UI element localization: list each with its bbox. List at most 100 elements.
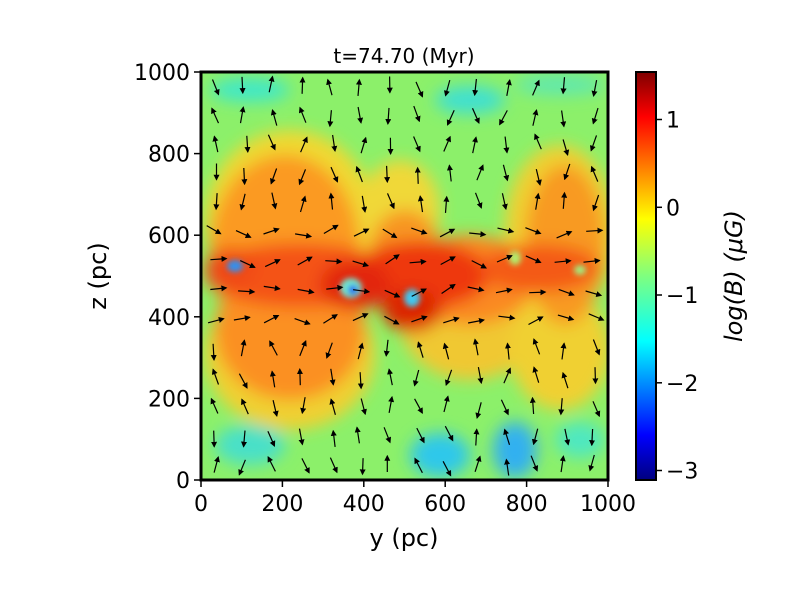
- field-arrow: [411, 227, 428, 235]
- colorbar: 1 0 −1 −2 −3 log(B) (μG): [635, 71, 748, 485]
- field-arrow: [585, 290, 603, 297]
- field-arrow: [354, 426, 361, 444]
- field-arrow: [330, 166, 339, 183]
- field-arrow: [329, 457, 338, 474]
- field-arrow: [327, 110, 334, 128]
- field-arrow: [239, 193, 246, 211]
- field-arrow: [357, 106, 364, 124]
- field-arrow: [502, 164, 510, 182]
- field-arrow: [560, 110, 567, 128]
- field-arrow: [357, 342, 364, 360]
- field-arrow: [475, 402, 482, 419]
- field-arrows: [206, 75, 605, 477]
- field-arrow: [210, 285, 228, 292]
- field-arrow: [263, 285, 281, 292]
- field-arrow: [562, 139, 570, 156]
- field-arrow: [359, 458, 366, 476]
- field-arrow: [443, 195, 450, 213]
- field-arrow: [477, 366, 484, 385]
- field-arrow: [233, 315, 251, 322]
- field-arrow: [244, 135, 251, 153]
- field-arrow: [564, 428, 571, 446]
- field-arrow: [353, 288, 371, 295]
- y-tick-label: 400: [148, 306, 190, 331]
- field-arrow: [355, 165, 363, 183]
- field-arrow: [414, 166, 421, 184]
- field-arrow: [294, 318, 311, 326]
- field-arrow: [501, 193, 508, 211]
- field-arrow: [591, 107, 599, 125]
- field-arrow: [467, 286, 485, 293]
- heatmap-field: [201, 72, 608, 480]
- field-arrow: [298, 106, 307, 123]
- field-arrow: [213, 455, 220, 473]
- field-arrow: [560, 342, 567, 360]
- field-arrow: [268, 75, 275, 93]
- field-arrow: [323, 224, 339, 235]
- field-arrow: [297, 288, 315, 295]
- field-arrow: [357, 372, 364, 390]
- field-arrow: [239, 260, 256, 269]
- field-arrow: [328, 192, 335, 210]
- field-arrow: [530, 455, 539, 472]
- field-arrow: [238, 459, 246, 476]
- field-arrow: [360, 398, 367, 416]
- field-arrow: [444, 369, 453, 387]
- field-arrow: [270, 168, 278, 185]
- field-arrow: [235, 230, 252, 238]
- field-arrow: [411, 288, 427, 297]
- field-arrow: [331, 134, 338, 152]
- colorbar-tick-label: 0: [666, 196, 680, 221]
- field-arrow: [592, 194, 600, 212]
- field-arrow: [269, 340, 278, 356]
- field-arrow: [534, 192, 541, 210]
- field-arrow: [504, 458, 511, 476]
- x-axis: 0 200 400 600 800 1000 y (pc): [194, 480, 636, 552]
- field-arrow: [446, 109, 455, 126]
- field-arrow: [239, 106, 246, 124]
- field-arrow: [212, 135, 219, 153]
- field-arrow: [267, 431, 276, 447]
- field-arrow: [213, 193, 220, 211]
- field-arrow: [588, 313, 605, 321]
- field-arrow: [412, 369, 420, 387]
- x-tick-label: 200: [261, 492, 303, 517]
- field-arrow: [329, 368, 336, 386]
- field-arrow: [386, 193, 395, 210]
- colorbar-tick-label: −2: [666, 372, 698, 397]
- field-arrow: [535, 168, 542, 186]
- field-arrow: [385, 107, 392, 125]
- field-arrow: [589, 428, 596, 447]
- field-arrow: [467, 317, 485, 324]
- field-arrow: [299, 339, 307, 357]
- x-tick-label: 1000: [580, 492, 636, 517]
- field-arrow: [411, 315, 428, 323]
- field-arrow: [532, 79, 540, 96]
- colorbar-label: log(B) (μG): [720, 210, 748, 342]
- field-arrow: [297, 256, 313, 266]
- field-arrow: [444, 425, 454, 442]
- field-arrow: [495, 287, 513, 294]
- field-arrow: [325, 258, 343, 265]
- field-arrow: [592, 339, 601, 356]
- y-tick-label: 600: [148, 224, 190, 249]
- field-arrow: [557, 314, 575, 322]
- field-arrow: [417, 195, 424, 213]
- field-arrow: [591, 79, 598, 97]
- field-arrow: [409, 258, 427, 265]
- field-arrow: [592, 367, 599, 385]
- field-arrow: [383, 427, 392, 444]
- field-arrow: [210, 255, 228, 262]
- field-arrow: [442, 461, 452, 477]
- field-arrow: [210, 343, 217, 361]
- field-arrow: [388, 395, 395, 414]
- field-arrow: [387, 368, 393, 386]
- colorbar-tick-label: 1: [666, 109, 680, 134]
- field-arrow: [323, 314, 338, 324]
- field-arrow: [505, 79, 512, 97]
- field-arrow: [352, 313, 369, 322]
- field-arrow: [299, 76, 306, 94]
- field-arrow: [443, 135, 451, 152]
- y-tick-label: 1000: [134, 61, 190, 86]
- field-arrow: [269, 370, 276, 388]
